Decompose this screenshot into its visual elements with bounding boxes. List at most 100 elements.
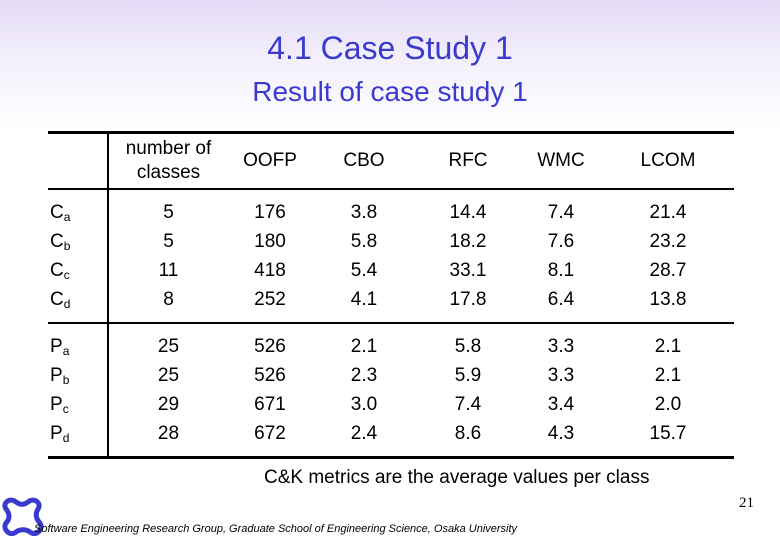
row-label-subscript: d (63, 297, 71, 311)
table-cell: 3.3 (547, 365, 575, 386)
row-label-base: C (50, 202, 64, 223)
value-column-5: 21.4 23.2 28.7 13.8 (602, 189, 734, 323)
table-cell: 3.8 (350, 202, 378, 223)
table-cell: 28 (157, 423, 180, 444)
table-cell: 3.4 (547, 394, 575, 415)
value-column-2: 3.8 5.8 5.4 4.1 (312, 189, 416, 323)
table-cell: 21.4 (649, 202, 687, 223)
table-cell: 526 (254, 365, 286, 386)
row-label-base: P (50, 365, 63, 386)
row-label-subscript: a (63, 210, 71, 224)
row-label: Cb (50, 227, 107, 256)
table-cell: 33.1 (449, 260, 487, 281)
row-label-subscript: c (63, 268, 70, 282)
row-label-base: C (50, 289, 64, 310)
table-cell: 2.1 (350, 336, 378, 357)
header-cell-5: WMC (537, 150, 585, 171)
table-cell: 4.3 (547, 423, 575, 444)
table-cell: 6.4 (547, 289, 575, 310)
table-cell: 672 (254, 423, 286, 444)
table-cell: 252 (254, 289, 286, 310)
value-column-4: 7.4 7.6 8.1 6.4 (520, 189, 602, 323)
table-cell: 3.0 (350, 394, 378, 415)
table-cell: 18.2 (449, 231, 487, 252)
row-label-base: P (50, 394, 63, 415)
table-cell: 2.3 (350, 365, 378, 386)
table-cell: 28.7 (649, 260, 687, 281)
footer-text: Software Engineering Research Group, Gra… (34, 523, 518, 535)
value-column-3: 5.8 5.9 7.4 8.6 (416, 323, 520, 458)
table-header-row: number of classes OOFP CBO RFC WMC LCOM (48, 132, 734, 189)
row-label-base: P (50, 336, 63, 357)
table-cell: 2.1 (654, 365, 682, 386)
value-column-5: 2.1 2.1 2.0 15.7 (602, 323, 734, 458)
table-cell: 176 (254, 202, 286, 223)
table-cell: 13.8 (649, 289, 687, 310)
row-label-base: P (50, 423, 63, 444)
table-cell: 2.4 (350, 423, 378, 444)
row-label-base: C (50, 231, 64, 252)
value-column-0: 25 25 29 28 (108, 323, 228, 458)
table-body: Ca Cb Cc Cd 5 5 11 8 176 180 418 252 3.8 5.8 5.4 4.1 14.… (48, 189, 734, 458)
table-cell: 2.1 (654, 336, 682, 357)
table-cell: 8.1 (547, 260, 575, 281)
table-cell: 5.4 (350, 260, 378, 281)
table-cell: 23.2 (649, 231, 687, 252)
value-column-3: 14.4 18.2 33.1 17.8 (416, 189, 520, 323)
row-label-base: C (50, 260, 64, 281)
row-labels: Ca Cb Cc Cd (48, 189, 109, 323)
table-cell: 5 (163, 231, 174, 252)
slide-title: 4.1 Case Study 1 (267, 30, 513, 66)
table-cell: 15.7 (649, 423, 687, 444)
header-cell-0 (48, 132, 109, 189)
table-cell: 180 (254, 231, 286, 252)
row-labels: Pa Pb Pc Pd (48, 323, 109, 458)
row-label-subscript: b (63, 239, 71, 253)
table-cell: 5.8 (350, 231, 378, 252)
value-column-1: 526 526 671 672 (228, 323, 312, 458)
page-number: 21 (739, 495, 754, 511)
table-cell: 5.8 (454, 336, 482, 357)
header-cell-4: RFC (448, 150, 488, 171)
slide-subtitle: Result of case study 1 (252, 76, 528, 107)
table-cell: 7.4 (454, 394, 482, 415)
row-label: Pa (50, 332, 107, 361)
table-cell: 17.8 (449, 289, 487, 310)
university-logo-icon (2, 497, 44, 537)
header-cell-3: CBO (343, 150, 385, 171)
table-cell: 25 (157, 336, 180, 357)
table-row-group: Ca Cb Cc Cd 5 5 11 8 176 180 418 252 3.8 5.8 5.4 4.1 14.… (48, 189, 734, 323)
table-cell: 671 (254, 394, 286, 415)
results-table: number of classes OOFP CBO RFC WMC LCOM Ca Cb C… (48, 131, 734, 459)
table-cell: 29 (157, 394, 180, 415)
row-label: Pd (50, 419, 107, 448)
table-cell: 4.1 (350, 289, 378, 310)
row-label-subscript: b (62, 373, 70, 387)
table-cell: 418 (254, 260, 286, 281)
value-column-0: 5 5 11 8 (108, 189, 228, 323)
table-cell: 2.0 (654, 394, 682, 415)
table-cell: 7.6 (547, 231, 575, 252)
value-column-1: 176 180 418 252 (228, 189, 312, 323)
value-column-2: 2.1 2.3 3.0 2.4 (312, 323, 416, 458)
table-cell: 7.4 (547, 202, 575, 223)
table-cell: 526 (254, 336, 286, 357)
table-cell: 11 (158, 260, 179, 281)
metrics-note: C&K metrics are the average values per c… (264, 467, 650, 488)
header-cell-2: OOFP (243, 150, 297, 171)
row-label: Pb (50, 361, 107, 390)
row-label: Cd (50, 285, 107, 314)
table-row-group: Pa Pb Pc Pd 25 25 29 28 526 526 671 672 2.1 2.3 3.0 2.4… (48, 323, 734, 458)
table-cell: 5 (163, 202, 174, 223)
value-column-4: 3.3 3.3 3.4 4.3 (520, 323, 602, 458)
row-label: Pc (50, 390, 107, 419)
table-cell: 8.6 (454, 423, 482, 444)
row-label-subscript: a (62, 344, 70, 358)
table-cell: 3.3 (547, 336, 575, 357)
table-cell: 5.9 (454, 365, 482, 386)
row-label-subscript: d (62, 431, 70, 445)
header-cell-1: number of classes (125, 138, 212, 183)
table-cell: 8 (163, 289, 174, 310)
row-label-subscript: c (62, 402, 69, 416)
header-cell-6: LCOM (640, 150, 696, 171)
